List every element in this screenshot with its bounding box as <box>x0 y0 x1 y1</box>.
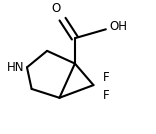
Text: OH: OH <box>109 20 127 33</box>
Text: HN: HN <box>6 61 24 74</box>
Text: O: O <box>52 2 61 15</box>
Text: F: F <box>103 71 109 84</box>
Text: F: F <box>103 89 109 102</box>
